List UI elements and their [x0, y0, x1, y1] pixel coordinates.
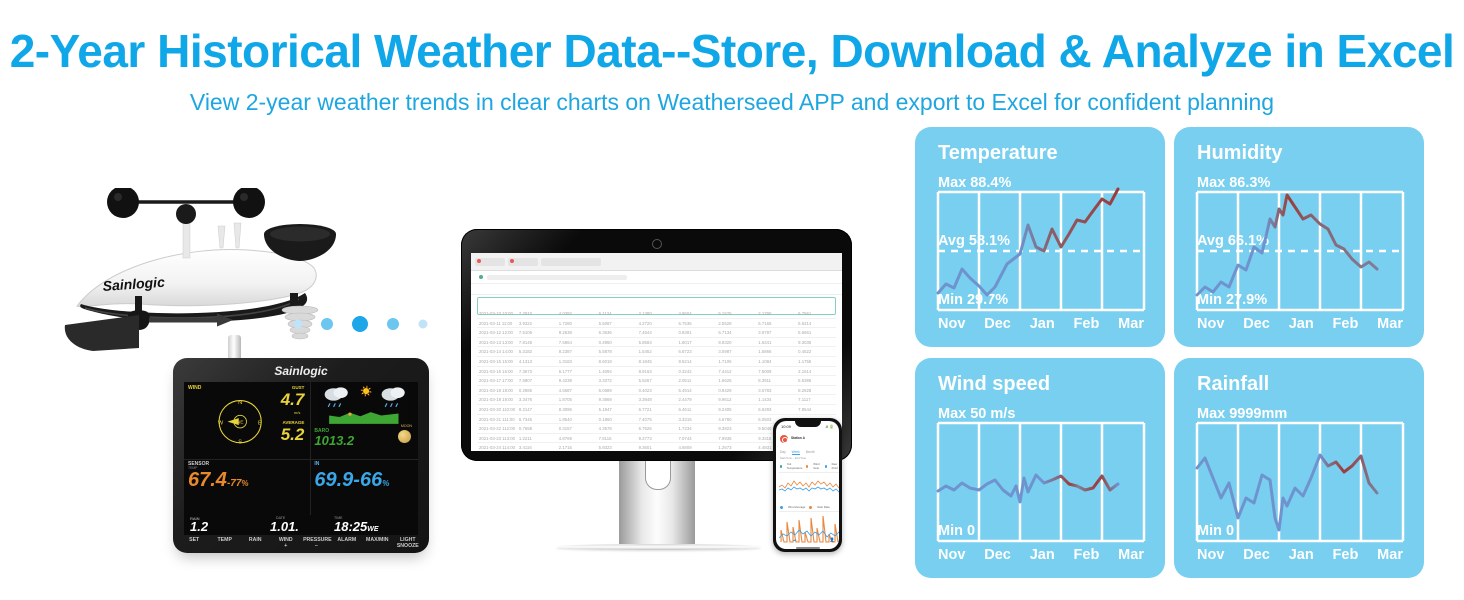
svg-text:E: E: [258, 420, 262, 426]
svg-text:N: N: [238, 400, 242, 406]
svg-text:S: S: [238, 439, 242, 445]
svg-text:☀️: ☀️: [361, 384, 373, 397]
svg-text:W: W: [218, 420, 224, 426]
